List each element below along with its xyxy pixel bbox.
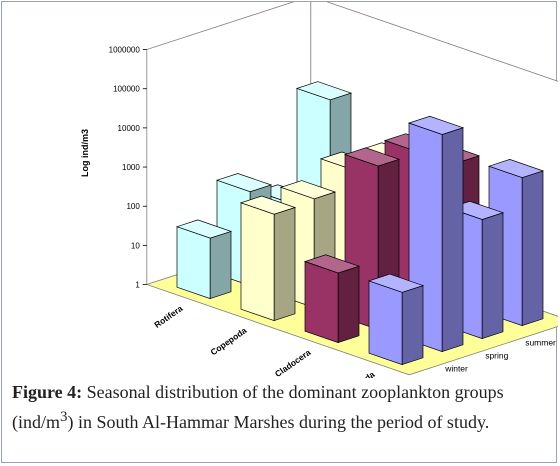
bar-cladocera-winter (303, 254, 361, 344)
bar-side-face (209, 230, 232, 300)
bar-top-face (487, 159, 545, 178)
y-tick-label: 10000 (118, 124, 141, 133)
season-labels: winterspringsummerautumn (444, 338, 556, 374)
bar-top-face (367, 273, 425, 293)
bar-copepoda-winter (239, 195, 297, 322)
y-tick-label: 1000 (122, 163, 140, 172)
bar-top-face (343, 147, 401, 167)
bar-top-face (295, 81, 353, 101)
bar-rotifera-winter (175, 219, 233, 300)
bar-side-face (401, 285, 424, 366)
y-axis-ticks: 1 10 100 1000 10000 100000 1000000 (109, 46, 147, 290)
bar-top-face (303, 254, 361, 274)
bar-cyrpoda-winter (367, 273, 425, 366)
season-label: winter (444, 364, 468, 374)
bar-side-face (273, 207, 296, 322)
bar-front-face (368, 280, 403, 366)
bar-side-face (481, 212, 504, 340)
season-label: summer (525, 338, 556, 348)
bar-top-face (279, 180, 337, 200)
season-label: spring (485, 351, 508, 361)
bar-side-face (337, 265, 360, 344)
bar-side-face (441, 127, 464, 353)
category-label: Cyrpoda (342, 369, 376, 378)
caption-text-after: ) in South Al-Hammar Marshes during the … (67, 412, 490, 432)
bar-top-face (215, 173, 273, 193)
caption-text-before: Seasonal distribution of the dominant zo… (12, 382, 504, 432)
caption-superscript: 3 (60, 409, 68, 425)
bar-front-face (176, 226, 211, 300)
y-axis-label: Log ind/m3 (80, 129, 90, 177)
y-tick-label: 1000000 (109, 46, 141, 55)
bar-front-face (304, 261, 339, 344)
y-tick-label: 100000 (113, 85, 140, 94)
bar-top-face (407, 115, 465, 135)
bar-side-face (521, 170, 544, 327)
category-label: Copepoda (209, 325, 249, 357)
caption-label: Figure 4: (12, 382, 83, 402)
category-label: Rotifera (152, 303, 184, 330)
bar-front-face (240, 202, 275, 322)
bar-top-face (175, 219, 233, 239)
y-tick-label: 10 (131, 241, 140, 250)
figure-caption: Figure 4: Seasonal distribution of the d… (12, 380, 552, 435)
y-tick-label: 1 (135, 281, 140, 290)
bar-top-face (239, 195, 297, 215)
category-label: Cladocera (273, 347, 313, 378)
y-tick-label: 100 (126, 202, 140, 211)
bars-group (175, 81, 545, 366)
